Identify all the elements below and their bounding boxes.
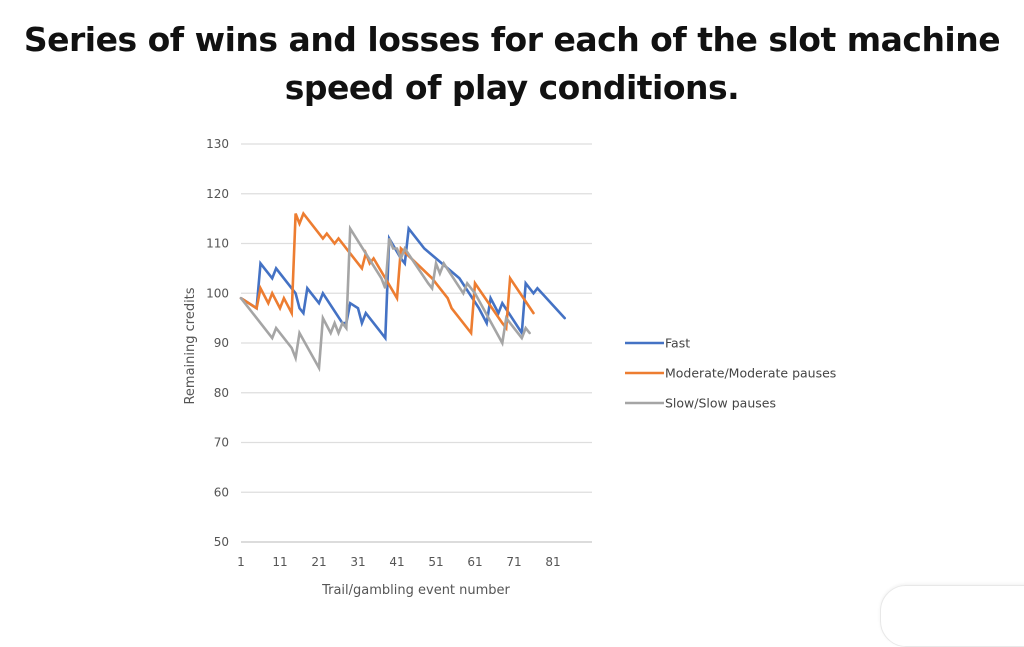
legend-label: Fast [665,336,690,351]
y-tick-label: 130 [206,137,229,151]
x-axis-ticks: 1 11 21 31 41 51 61 71 81 [237,555,560,569]
x-axis-label: Trail/gambling event number [321,583,510,598]
y-axis-label: Remaining credits [183,287,198,404]
y-tick-label: 120 [206,187,229,201]
x-tick-label: 31 [350,555,365,569]
y-axis-ticks: 50 60 70 80 90 100 110 120 130 [206,137,229,549]
legend-label: Slow/Slow pauses [665,396,776,411]
x-tick-label: 21 [311,555,326,569]
y-tick-label: 60 [214,485,229,499]
x-tick-label: 51 [428,555,443,569]
legend-item: Slow/Slow pauses [625,396,776,411]
series-line-0 [239,225,566,342]
gridlines [241,143,592,543]
y-tick-label: 110 [206,237,229,251]
x-tick-label: 61 [467,555,482,569]
x-tick-label: 41 [389,555,404,569]
series-line-2 [239,224,531,373]
legend-item: Fast [625,336,690,351]
x-tick-label: 1 [237,555,245,569]
y-tick-label: 90 [214,336,229,350]
y-tick-label: 100 [206,286,229,300]
legend: Fast Moderate/Moderate pauses Slow/Slow pa… [625,336,836,411]
y-tick-label: 80 [214,386,229,400]
y-tick-label: 70 [214,436,229,450]
x-tick-label: 71 [506,555,521,569]
title-line-2: speed of play conditions. [284,68,740,107]
legend-label: Moderate/Moderate pauses [665,366,836,381]
x-tick-label: 81 [545,555,560,569]
legend-item: Moderate/Moderate pauses [625,366,836,381]
y-tick-label: 50 [214,535,229,549]
chart-title: Series of wins and losses for each of th… [0,16,1024,112]
series-line-1 [239,211,535,337]
title-line-1: Series of wins and losses for each of th… [23,20,1001,59]
corner-panel-outline [880,585,1024,647]
x-tick-label: 11 [272,555,287,569]
series-lines [239,211,566,373]
